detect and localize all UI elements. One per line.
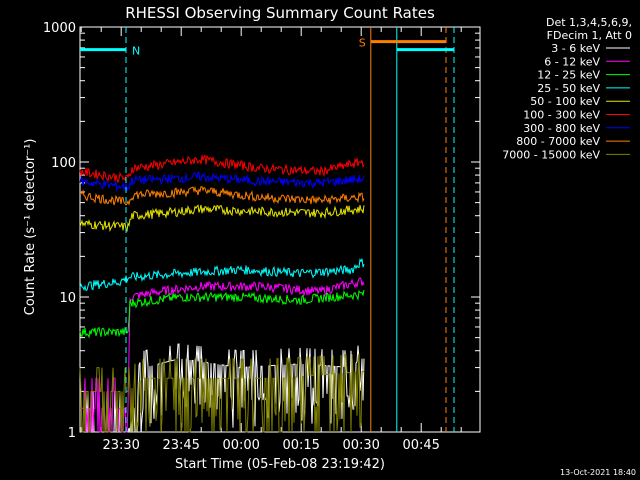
- annotation-label: S: [359, 37, 366, 50]
- series-line: [79, 289, 365, 339]
- series-line: [79, 171, 365, 193]
- x-tick-label: 23:30: [102, 438, 139, 453]
- legend-header-line-1: Det 1,3,4,5,6,9,: [546, 16, 632, 29]
- series-line: [79, 258, 365, 292]
- legend-label: 12 - 25 keV: [537, 69, 600, 82]
- plot-area: 1 10 100 1000 23:30 23:45 00:00 00:15 00:30 00:45…: [43, 21, 481, 453]
- legend-label: 7000 - 15000 keV: [502, 148, 600, 161]
- legend-header-line-2: FDecim 1, Att 0: [547, 29, 632, 42]
- legend-label: 6 - 12 keV: [544, 55, 600, 68]
- x-tick-label: 23:45: [162, 438, 199, 453]
- y-tick-label: 1: [68, 426, 76, 441]
- chart-title: RHESSI Observing Summary Count Rates: [125, 4, 435, 22]
- x-tick-label: 00:30: [342, 438, 379, 453]
- series-line: [79, 154, 365, 184]
- legend-label: 800 - 7000 keV: [516, 135, 600, 148]
- legend-label: 25 - 50 keV: [537, 82, 600, 95]
- x-tick-label: 00:15: [282, 438, 319, 453]
- legend-label: 300 - 800 keV: [523, 122, 600, 135]
- series-line: [80, 277, 365, 433]
- y-tick-label: 10: [59, 291, 76, 306]
- footer-timestamp: 13-Oct-2021 18:40: [560, 468, 636, 477]
- annotation-label: N: [132, 45, 140, 58]
- legend-label: 50 - 100 keV: [530, 95, 600, 108]
- y-axis-label: Count Rate (s⁻¹ detector⁻¹): [23, 139, 38, 316]
- x-axis-label: Start Time (05-Feb-08 23:19:42): [175, 457, 385, 472]
- x-tick-label: 00:00: [222, 438, 259, 453]
- series-line: [79, 353, 364, 433]
- series-line: [79, 204, 365, 233]
- legend-label: 3 - 6 keV: [551, 42, 600, 55]
- y-tick-label: 100: [51, 156, 76, 171]
- y-tick-label: 1000: [43, 21, 76, 36]
- x-tick-label: 00:45: [402, 438, 439, 453]
- legend-label: 100 - 300 keV: [523, 109, 600, 122]
- series-line: [79, 185, 365, 206]
